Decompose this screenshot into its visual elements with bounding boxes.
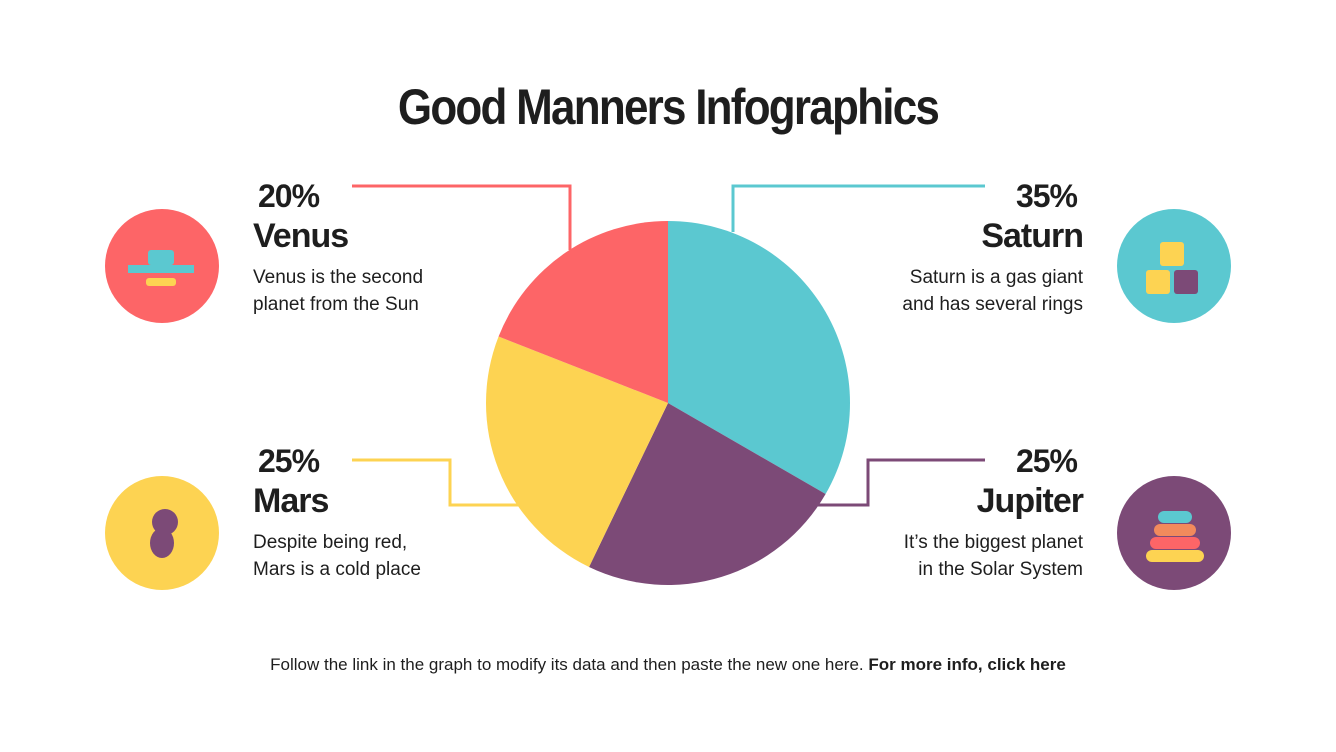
- category-label: Jupiter: [976, 482, 1084, 520]
- icon: [1154, 524, 1196, 536]
- connectors: [352, 184, 985, 507]
- connector: [731, 184, 985, 232]
- icon: [1174, 270, 1198, 294]
- description: Despite being red, Mars is a cold place: [253, 532, 421, 580]
- description: Saturn is a gas giant and has several ri…: [902, 267, 1083, 315]
- description: Venus is the second planet from the Sun: [253, 267, 424, 315]
- footer-link[interactable]: For more info, click here: [868, 655, 1066, 674]
- icon: [150, 528, 174, 558]
- value-label: 20%: [258, 178, 320, 214]
- pie-slice: [589, 403, 826, 585]
- category-label: Mars: [253, 482, 329, 520]
- icon: [148, 250, 174, 265]
- legend-item: 20% Venus Venus is the second planet from …: [253, 178, 423, 318]
- icon: [1150, 537, 1200, 549]
- category-label: Saturn: [981, 217, 1084, 255]
- icon: [152, 509, 178, 535]
- pie-slice: [668, 221, 851, 494]
- connector: [352, 458, 520, 507]
- connector: [815, 458, 985, 507]
- icon: [1146, 550, 1204, 562]
- icon: [1160, 242, 1184, 266]
- icons: [105, 209, 1231, 590]
- footer-text: Follow the link in the graph to modify i…: [270, 655, 864, 674]
- value-label: 35%: [1015, 178, 1078, 214]
- value-label: 25%: [258, 443, 320, 479]
- description: It’s the biggest planet in the Solar Sys…: [903, 532, 1083, 580]
- legend-item: 25% Jupiter It’s the biggest planet in the…: [903, 443, 1084, 583]
- icon: [128, 265, 194, 273]
- legend-item: 35% Saturn Saturn is a gas giant and has s…: [902, 178, 1084, 318]
- legend-item: 25% Mars Despite being red, Mars is a cold…: [253, 443, 421, 583]
- icon: [1146, 270, 1170, 294]
- connector: [352, 184, 572, 250]
- value-label: 25%: [1015, 443, 1078, 479]
- icon: [1158, 511, 1192, 523]
- icon: [146, 278, 176, 286]
- pie-slice: [485, 336, 668, 567]
- pie: [485, 221, 851, 585]
- footer: Follow the link in the graph to modify i…: [0, 655, 1336, 675]
- category-label: Venus: [253, 217, 349, 255]
- title: Good Manners Infographics: [397, 79, 940, 135]
- pie-slice: [498, 221, 668, 403]
